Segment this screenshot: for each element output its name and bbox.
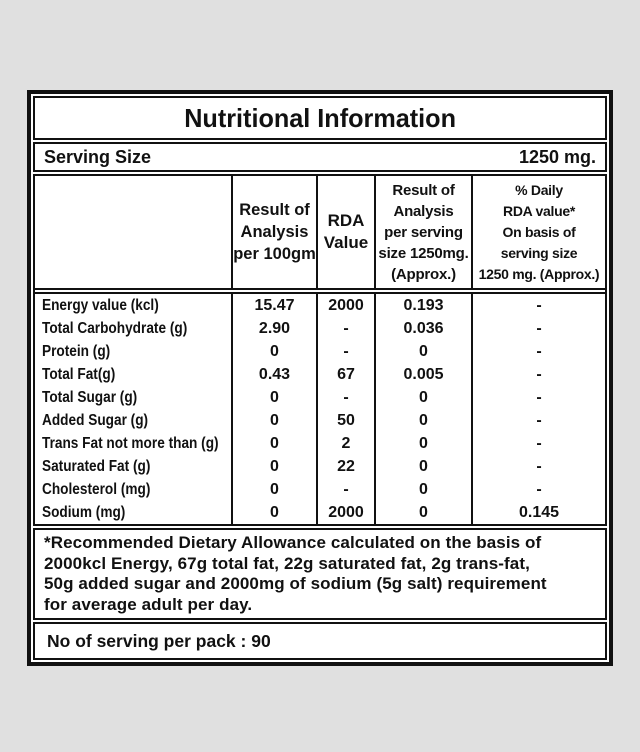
nutrient-name: Sodium (mg) bbox=[35, 501, 233, 524]
rda-footnote: *Recommended Dietary Allowance calculate… bbox=[33, 528, 607, 620]
value-daily-pct: - bbox=[536, 412, 542, 429]
nutrient-name-text: Added Sugar (g) bbox=[42, 412, 149, 429]
value-per-100gm: 0 bbox=[233, 409, 318, 432]
nutrient-name-text: Cholesterol (mg) bbox=[42, 481, 151, 498]
value-per-serving: 0 bbox=[376, 455, 473, 478]
value-per-100gm: 0 bbox=[233, 478, 318, 501]
value-per-100gm: 2.90 bbox=[233, 317, 318, 340]
table-row: Total Carbohydrate (g) 2.90 - 0.036 - bbox=[35, 317, 605, 340]
title-box: Nutritional Information bbox=[33, 96, 607, 140]
header-nutrient bbox=[35, 176, 233, 288]
value-per-100gm: 0 bbox=[233, 432, 318, 455]
value-rda: - bbox=[318, 478, 376, 501]
table-row: Total Fat(g) 0.43 67 0.005 - bbox=[35, 363, 605, 386]
value-rda: - bbox=[318, 317, 376, 340]
table-header-row: Result of Analysis per 100gm RDA Value R… bbox=[35, 176, 605, 288]
label-title: Nutritional Information bbox=[184, 102, 456, 133]
value-per-100gm: 0 bbox=[233, 455, 318, 478]
value-per-serving: 0.193 bbox=[376, 294, 473, 317]
header-data-divider bbox=[35, 288, 605, 294]
value-daily-pct: - bbox=[536, 389, 542, 406]
value-per-serving: 0.005 bbox=[376, 363, 473, 386]
value-rda: 50 bbox=[318, 409, 376, 432]
value-rda: 2000 bbox=[318, 501, 376, 524]
value-rda: 2 bbox=[318, 432, 376, 455]
table-row: Sodium (mg) 0 2000 0 0.145 bbox=[35, 501, 605, 524]
nutrient-name-text: Saturated Fat (g) bbox=[42, 458, 151, 475]
nutrient-name: Saturated Fat (g) bbox=[35, 455, 233, 478]
value-per-serving: 0 bbox=[376, 340, 473, 363]
value-rda: - bbox=[318, 386, 376, 409]
header-per-serving: Result of Analysis per serving size 1250… bbox=[376, 176, 473, 288]
nutrient-name-text: Sodium (mg) bbox=[42, 504, 126, 521]
nutrient-name: Trans Fat not more than (g) bbox=[35, 432, 233, 455]
serving-size-row: Serving Size 1250 mg. bbox=[33, 142, 607, 172]
serving-size-value: 1250 mg. bbox=[518, 146, 596, 167]
value-daily-pct: - bbox=[536, 366, 542, 383]
header-per-100gm: Result of Analysis per 100gm bbox=[233, 176, 318, 288]
value-daily-pct: - bbox=[536, 297, 542, 314]
value-per-100gm: 0 bbox=[233, 340, 318, 363]
value-per-serving: 0 bbox=[376, 432, 473, 455]
value-per-serving: 0 bbox=[376, 409, 473, 432]
header-daily-pct: % Daily RDA value* On basis of serving s… bbox=[478, 181, 600, 282]
nutrient-name-text: Energy value (kcl) bbox=[42, 297, 159, 314]
value-daily-pct: - bbox=[536, 435, 542, 452]
table-row: Cholesterol (mg) 0 - 0 - bbox=[35, 478, 605, 501]
value-daily-pct: - bbox=[536, 458, 542, 475]
value-per-serving: 0 bbox=[376, 386, 473, 409]
nutrient-name: Cholesterol (mg) bbox=[35, 478, 233, 501]
value-rda: 22 bbox=[318, 455, 376, 478]
value-per-100gm: 0 bbox=[233, 501, 318, 524]
table-row: Saturated Fat (g) 0 22 0 - bbox=[35, 455, 605, 478]
nutrient-name-text: Total Fat(g) bbox=[42, 366, 116, 383]
nutrient-name-text: Total Carbohydrate (g) bbox=[42, 320, 188, 337]
nutrient-name: Total Fat(g) bbox=[35, 363, 233, 386]
nutrient-name: Protein (g) bbox=[35, 340, 233, 363]
table-row: Energy value (kcl) 15.47 2000 0.193 - bbox=[35, 294, 605, 317]
servings-per-pack-text: No of serving per pack : 90 bbox=[47, 630, 271, 651]
nutrition-label: Nutritional Information Serving Size 125… bbox=[27, 90, 613, 666]
value-per-serving: 0.036 bbox=[376, 317, 473, 340]
value-per-100gm: 0.43 bbox=[233, 363, 318, 386]
table-row: Added Sugar (g) 0 50 0 - bbox=[35, 409, 605, 432]
serving-size-label: Serving Size bbox=[44, 146, 152, 167]
nutrient-name: Total Carbohydrate (g) bbox=[35, 317, 233, 340]
nutrient-name: Total Sugar (g) bbox=[35, 386, 233, 409]
value-rda: 2000 bbox=[318, 294, 376, 317]
value-per-100gm: 15.47 bbox=[233, 294, 318, 317]
value-per-serving: 0 bbox=[376, 501, 473, 524]
value-daily-pct: - bbox=[536, 343, 542, 360]
value-daily-pct: - bbox=[536, 481, 542, 498]
nutrient-name: Added Sugar (g) bbox=[35, 409, 233, 432]
value-per-serving: 0 bbox=[376, 478, 473, 501]
value-daily-pct: 0.145 bbox=[518, 504, 560, 521]
nutrition-table: Result of Analysis per 100gm RDA Value R… bbox=[33, 174, 607, 526]
table-row: Total Sugar (g) 0 - 0 - bbox=[35, 386, 605, 409]
value-rda: 67 bbox=[318, 363, 376, 386]
table-row: Protein (g) 0 - 0 - bbox=[35, 340, 605, 363]
value-rda: - bbox=[318, 340, 376, 363]
header-rda-value: RDA Value bbox=[318, 176, 376, 288]
nutrient-name-text: Total Sugar (g) bbox=[42, 389, 138, 406]
value-per-100gm: 0 bbox=[233, 386, 318, 409]
table-row: Trans Fat not more than (g) 0 2 0 - bbox=[35, 432, 605, 455]
value-daily-pct: - bbox=[536, 320, 542, 337]
nutrient-name-text: Protein (g) bbox=[42, 343, 111, 360]
table-body: Energy value (kcl) 15.47 2000 0.193 - To… bbox=[35, 294, 605, 524]
servings-per-pack-box: No of serving per pack : 90 bbox=[33, 622, 607, 660]
nutrient-name-text: Trans Fat not more than (g) bbox=[42, 435, 219, 452]
nutrient-name: Energy value (kcl) bbox=[35, 294, 233, 317]
